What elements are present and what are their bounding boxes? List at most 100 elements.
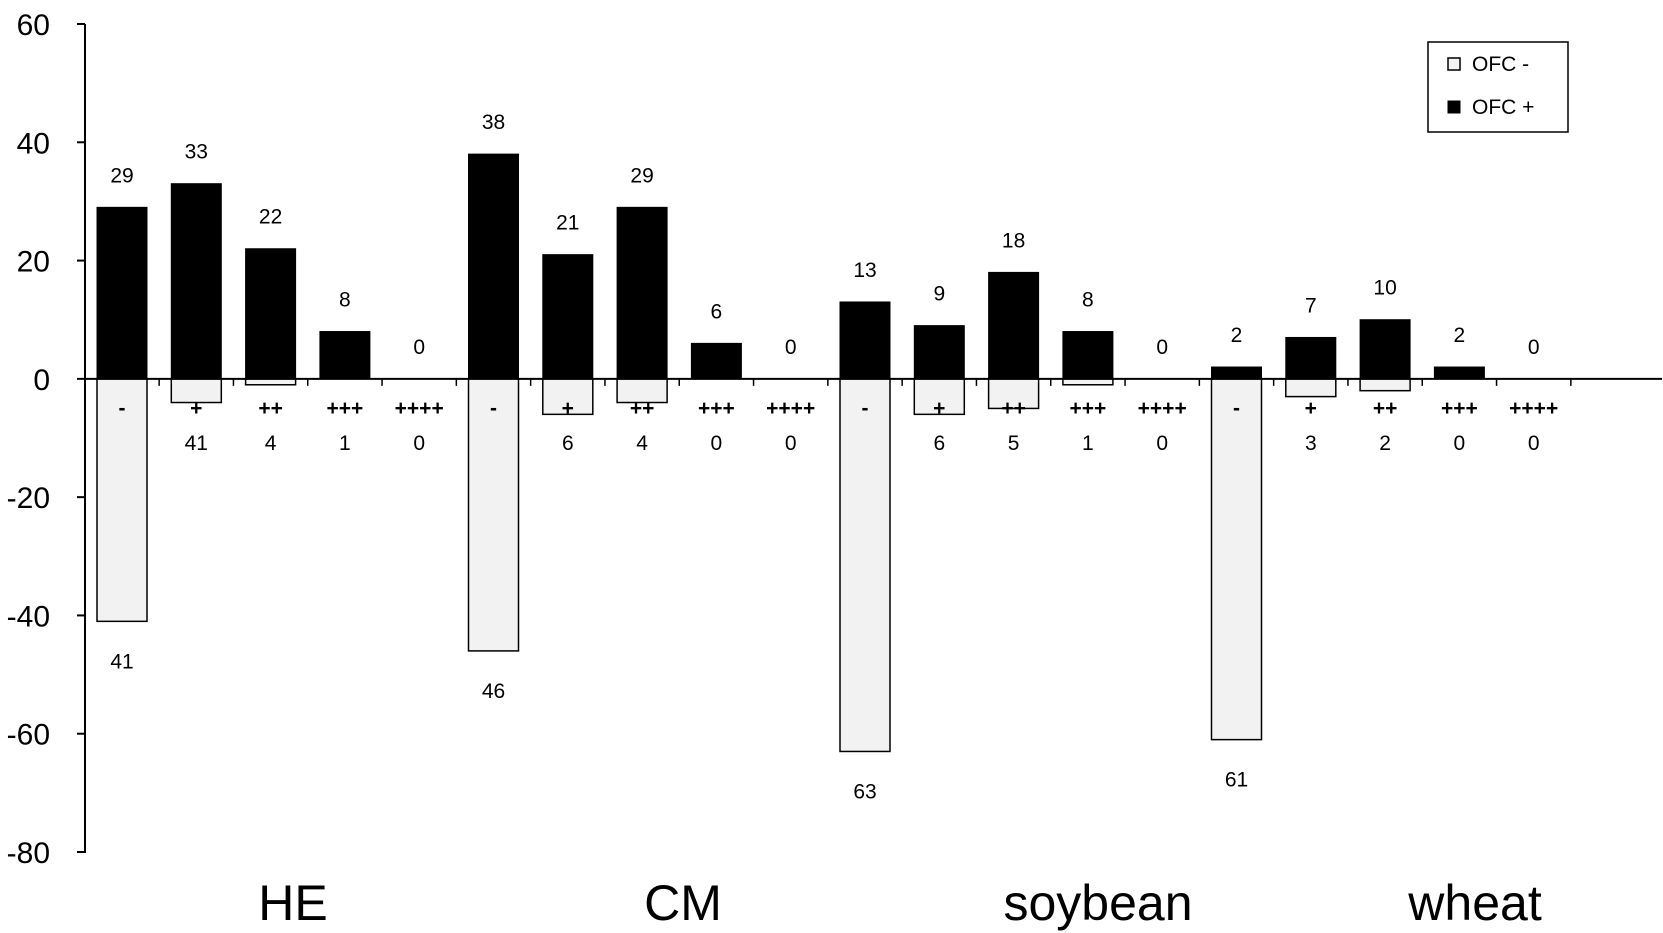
bar-ofc-minus-soybean-0 bbox=[839, 378, 891, 753]
category-label: ++ bbox=[630, 397, 655, 420]
category-label: - bbox=[862, 397, 869, 420]
value-label-ofc-plus: 0 bbox=[785, 336, 797, 359]
legend: OFC - OFC + bbox=[1427, 41, 1569, 133]
value-label-ofc-plus: 0 bbox=[413, 336, 425, 359]
bar-ofc-minus-wheat-2 bbox=[1359, 378, 1411, 392]
labels-layer: 29-4133+4122++48+++10++++0HE38-4621+629+… bbox=[110, 111, 1558, 931]
category-label: ++ bbox=[1001, 397, 1026, 420]
bar-ofc-plus-CM-2 bbox=[616, 206, 668, 380]
category-label: ++++ bbox=[1509, 397, 1558, 420]
value-label-ofc-minus: 0 bbox=[1454, 432, 1466, 455]
value-label-ofc-plus: 6 bbox=[711, 300, 723, 323]
category-label: + bbox=[562, 397, 574, 420]
legend-swatch-ofc-minus bbox=[1447, 57, 1461, 71]
value-label-ofc-minus: 41 bbox=[185, 432, 208, 455]
category-label: +++ bbox=[327, 397, 364, 420]
category-label: - bbox=[490, 397, 497, 420]
value-label-ofc-minus: 6 bbox=[562, 432, 574, 455]
value-label-ofc-minus: 1 bbox=[1082, 432, 1094, 455]
value-label-ofc-minus: 0 bbox=[1528, 432, 1540, 455]
bar-ofc-plus-HE-1 bbox=[170, 183, 222, 380]
value-label-ofc-minus: 1 bbox=[339, 432, 351, 455]
category-label: +++ bbox=[1070, 397, 1107, 420]
bar-ofc-minus-soybean-2 bbox=[987, 378, 1040, 410]
bar-ofc-plus-soybean-1 bbox=[913, 325, 965, 380]
bar-ofc-plus-soybean-2 bbox=[988, 271, 1040, 380]
value-label-ofc-plus: 2 bbox=[1231, 324, 1243, 347]
category-label: ++++ bbox=[1138, 397, 1187, 420]
y-tick-label: -80 bbox=[7, 837, 50, 870]
value-label-ofc-minus: 0 bbox=[413, 432, 425, 455]
bar-ofc-plus-CM-1 bbox=[542, 254, 594, 380]
y-tick-label: 0 bbox=[33, 364, 50, 397]
category-label: - bbox=[119, 397, 126, 420]
value-label-ofc-plus: 29 bbox=[110, 164, 133, 187]
category-label: ++++ bbox=[766, 397, 815, 420]
y-tick-label: 60 bbox=[17, 9, 50, 42]
bar-ofc-minus-soybean-1 bbox=[913, 378, 966, 416]
value-label-ofc-minus: 41 bbox=[110, 650, 133, 673]
category-label: + bbox=[933, 397, 945, 420]
legend-label-ofc-plus: OFC + bbox=[1472, 96, 1534, 119]
category-label: +++ bbox=[698, 397, 735, 420]
category-label: + bbox=[190, 397, 202, 420]
y-tick-label: -40 bbox=[7, 600, 50, 633]
category-label: + bbox=[1305, 397, 1317, 420]
value-label-ofc-minus: 4 bbox=[636, 432, 648, 455]
value-label-ofc-plus: 10 bbox=[1373, 277, 1396, 300]
value-label-ofc-minus: 0 bbox=[785, 432, 797, 455]
bar-ofc-minus-CM-0 bbox=[467, 378, 520, 652]
bar-ofc-plus-wheat-2 bbox=[1359, 319, 1411, 380]
value-label-ofc-minus: 6 bbox=[933, 432, 945, 455]
legend-label-ofc-minus: OFC - bbox=[1472, 53, 1529, 76]
value-label-ofc-minus: 46 bbox=[482, 680, 505, 703]
value-label-ofc-plus: 8 bbox=[339, 289, 351, 312]
y-tick-label: 40 bbox=[17, 127, 50, 160]
value-label-ofc-minus: 0 bbox=[711, 432, 723, 455]
bar-ofc-plus-soybean-3 bbox=[1062, 331, 1114, 380]
value-label-ofc-plus: 33 bbox=[185, 141, 208, 164]
category-label: +++ bbox=[1441, 397, 1478, 420]
bar-ofc-plus-HE-3 bbox=[319, 331, 371, 380]
value-label-ofc-minus: 4 bbox=[265, 432, 277, 455]
category-label: ++ bbox=[1373, 397, 1398, 420]
group-label-HE: HE bbox=[258, 875, 327, 931]
value-label-ofc-minus: 5 bbox=[1008, 432, 1020, 455]
value-label-ofc-plus: 2 bbox=[1454, 324, 1466, 347]
value-label-ofc-minus: 0 bbox=[1156, 432, 1168, 455]
value-label-ofc-minus: 2 bbox=[1379, 432, 1391, 455]
bar-ofc-plus-HE-0 bbox=[96, 206, 148, 380]
value-label-ofc-plus: 0 bbox=[1528, 336, 1540, 359]
y-tick-label: -60 bbox=[7, 719, 50, 752]
bar-ofc-minus-wheat-0 bbox=[1210, 378, 1263, 741]
bar-ofc-minus-HE-0 bbox=[96, 378, 148, 623]
value-label-ofc-plus: 29 bbox=[630, 164, 653, 187]
y-tick-label: -20 bbox=[7, 482, 50, 515]
value-label-ofc-plus: 8 bbox=[1082, 289, 1094, 312]
legend-swatch-ofc-plus bbox=[1447, 100, 1461, 114]
value-label-ofc-plus: 21 bbox=[556, 212, 579, 235]
value-label-ofc-plus: 18 bbox=[1002, 229, 1025, 252]
value-label-ofc-minus: 61 bbox=[1225, 769, 1248, 792]
group-label-soybean: soybean bbox=[1003, 875, 1192, 931]
category-label: - bbox=[1233, 397, 1240, 420]
value-label-ofc-plus: 22 bbox=[259, 206, 282, 229]
bar-ofc-plus-soybean-0 bbox=[839, 301, 891, 380]
group-label-CM: CM bbox=[644, 875, 722, 931]
category-label: ++ bbox=[258, 397, 283, 420]
bar-ofc-plus-HE-2 bbox=[245, 248, 297, 380]
value-label-ofc-plus: 0 bbox=[1156, 336, 1168, 359]
bars-layer bbox=[96, 153, 1485, 753]
value-label-ofc-plus: 13 bbox=[853, 259, 876, 282]
bar-ofc-plus-CM-0 bbox=[468, 153, 519, 380]
value-label-ofc-plus: 9 bbox=[933, 283, 945, 306]
group-label-wheat: wheat bbox=[1407, 875, 1542, 931]
category-label: ++++ bbox=[395, 397, 444, 420]
y-tick-label: 20 bbox=[17, 246, 50, 279]
legend-box bbox=[1427, 41, 1569, 133]
value-label-ofc-plus: 38 bbox=[482, 111, 505, 134]
bar-ofc-plus-wheat-1 bbox=[1285, 336, 1337, 380]
bar-ofc-minus-wheat-1 bbox=[1285, 378, 1337, 398]
